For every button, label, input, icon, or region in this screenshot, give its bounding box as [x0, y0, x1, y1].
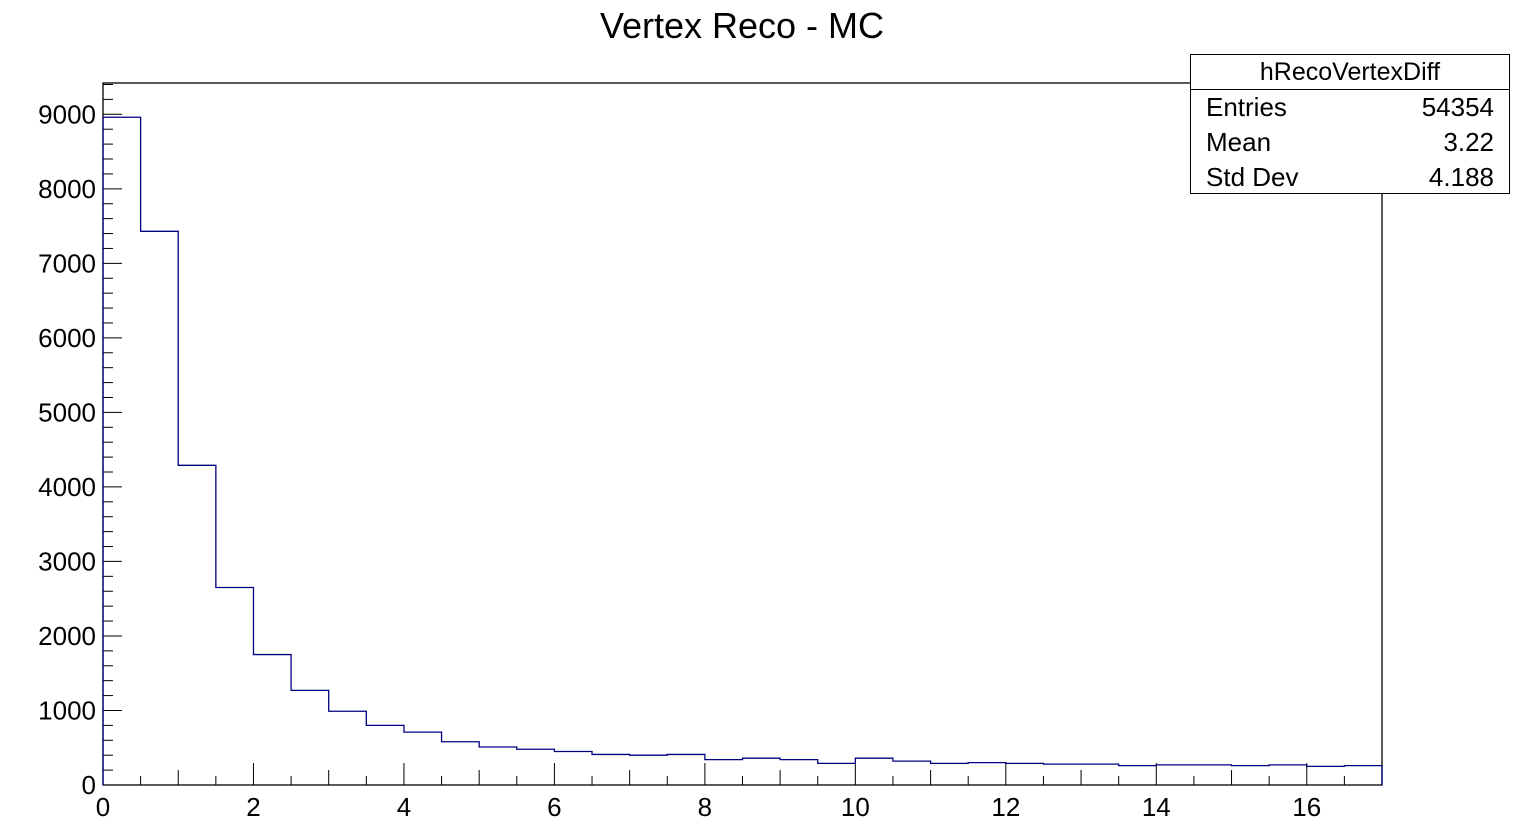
histogram-bin	[479, 747, 517, 785]
y-tick-label: 3000	[38, 546, 96, 576]
histogram-bin	[442, 742, 480, 785]
y-tick-label: 1000	[38, 695, 96, 725]
histogram-bin	[780, 760, 818, 785]
stats-row-mean: Mean 3.22	[1191, 125, 1509, 160]
x-tick-label: 16	[1292, 792, 1321, 822]
histogram-bin	[818, 763, 856, 785]
histogram-bin	[1344, 766, 1382, 785]
stats-mean-label: Mean	[1206, 127, 1272, 157]
histogram-bin	[1156, 765, 1194, 785]
stats-stddev-label: Std Dev	[1206, 162, 1299, 192]
histogram-bin	[1043, 764, 1081, 785]
histogram-bin	[329, 711, 367, 785]
histogram-bins	[102, 116, 1383, 785]
x-tick-label: 0	[96, 792, 110, 822]
histogram-bin	[404, 732, 442, 785]
chart-title: Vertex Reco - MC	[600, 5, 884, 46]
stats-row-entries: Entries 54354	[1191, 90, 1509, 125]
histogram-bin	[554, 751, 592, 785]
histogram-outline	[102, 116, 1383, 785]
histogram-bin	[592, 754, 630, 785]
histogram-bin	[517, 749, 555, 785]
histogram-bin	[931, 763, 969, 785]
x-tick-label: 14	[1142, 792, 1171, 822]
histogram-bin	[743, 758, 781, 785]
histogram-bin	[1232, 766, 1270, 785]
x-tick-label: 10	[841, 792, 870, 822]
stats-mean-value: 3.22	[1443, 127, 1494, 157]
y-tick-label: 6000	[38, 323, 96, 353]
histogram-bin	[893, 761, 931, 785]
histogram-bin	[216, 588, 254, 785]
histogram-bin	[705, 760, 743, 785]
histogram-bin	[1307, 766, 1345, 785]
histogram-bin	[1269, 765, 1307, 785]
histogram-bin	[1006, 763, 1044, 785]
histogram-bin	[1081, 764, 1119, 785]
y-tick-label: 7000	[38, 248, 96, 278]
x-tick-label: 8	[698, 792, 712, 822]
stats-stddev-value: 4.188	[1428, 162, 1494, 192]
x-tick-label: 2	[246, 792, 260, 822]
histogram-bin	[253, 655, 291, 785]
stats-entries-value: 54354	[1421, 92, 1494, 122]
y-tick-label: 0	[82, 770, 96, 800]
y-tick-label: 9000	[38, 99, 96, 129]
histogram-bin	[1119, 766, 1157, 785]
histogram-bin	[291, 690, 329, 785]
y-tick-label: 8000	[38, 174, 96, 204]
histogram-bin	[178, 465, 216, 785]
stats-row-stddev: Std Dev 4.188	[1191, 160, 1509, 195]
y-tick-label: 2000	[38, 621, 96, 651]
histogram-bin	[667, 754, 705, 785]
x-tick-label: 4	[397, 792, 411, 822]
x-tick-label: 6	[547, 792, 561, 822]
histogram-bin	[366, 725, 404, 785]
stats-entries-label: Entries	[1206, 92, 1287, 122]
histogram-bin	[855, 758, 893, 785]
histogram-bin	[968, 763, 1006, 785]
histogram-bin	[1194, 765, 1232, 785]
x-axis: 0 2 4 6 8 10 12 14 16	[96, 763, 1383, 822]
histogram-bin	[630, 755, 668, 785]
stats-box: hRecoVertexDiff Entries 54354 Mean 3.22 …	[1190, 54, 1510, 194]
x-tick-label: 12	[991, 792, 1020, 822]
y-tick-label: 5000	[38, 397, 96, 427]
histogram-bin	[103, 117, 141, 785]
stats-histogram-name: hRecoVertexDiff	[1191, 55, 1509, 90]
histogram-bin	[141, 231, 179, 785]
y-axis: 0 1000 2000 3000 4000 5000 6000 7000 8000 9000	[38, 83, 122, 800]
y-tick-label: 4000	[38, 472, 96, 502]
